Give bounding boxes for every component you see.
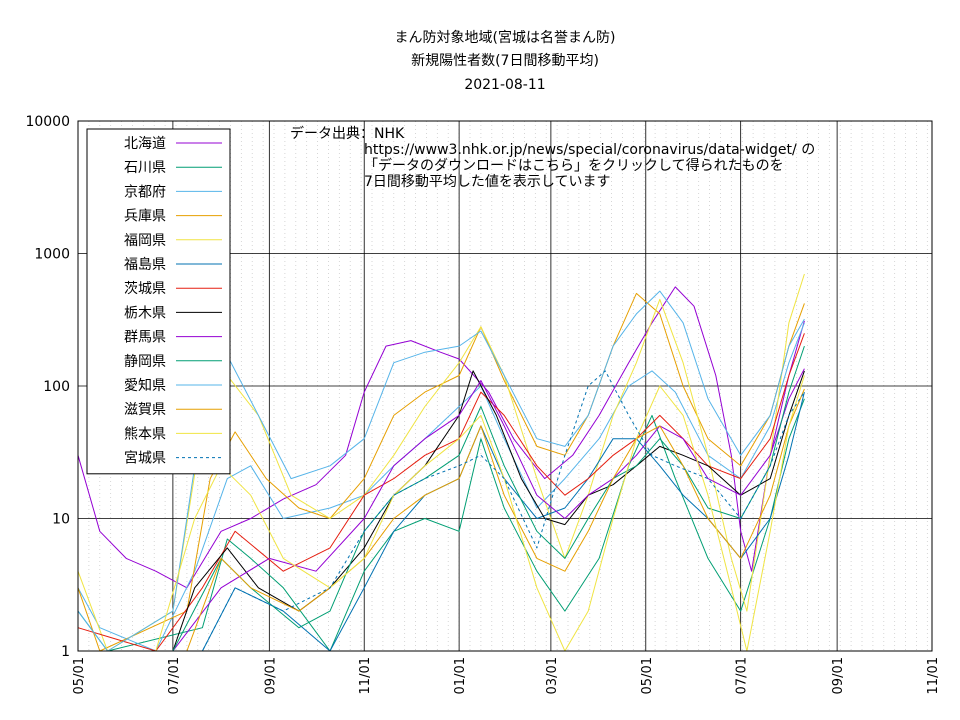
tick-labels: 05/01 07/01 09/01 11/01 01/01 03/01 05/01 07/01…	[25, 114, 941, 694]
legend-label: 兵庫県	[124, 208, 166, 225]
series-line-9	[78, 345, 805, 652]
annotation-line-2: https://www3.nhk.or.jp/news/special/coro…	[364, 142, 815, 158]
y-tick-label: 10000	[25, 114, 70, 130]
series-line-10	[77, 290, 805, 652]
legend-label: 宮城県	[124, 451, 166, 467]
series-line-13	[78, 370, 805, 652]
x-tick-label: 05/01	[640, 657, 655, 694]
legend-label: 北海道	[124, 136, 166, 152]
legend-label: 茨城県	[124, 281, 166, 297]
title-line-1: まん防対象地域(宮城は名誉まん防)	[395, 30, 616, 46]
legend-label: 静岡県	[124, 354, 166, 370]
y-tick-label: 1000	[34, 247, 70, 263]
legend-label: 福島県	[124, 257, 166, 273]
x-tick-label: 01/01	[453, 657, 468, 694]
legend-label: 滋賀県	[124, 402, 166, 418]
annotation-line-3: 「データのダウンロードはこちら」をクリックして得られたものを	[364, 157, 784, 174]
legend-label: 熊本県	[124, 426, 166, 442]
x-tick-label: 05/01	[72, 657, 87, 694]
title-line-2: 新規陽性者数(7日間移動平均)	[411, 53, 599, 69]
annotation-line-4: 7日間移動平均した値を表示しています	[364, 174, 611, 190]
series-line-6	[77, 333, 805, 652]
legend-label: 石川県	[124, 160, 166, 176]
series-line-0	[77, 286, 805, 589]
series-line-1	[77, 398, 805, 652]
annotation: データ出典：NHK https://www3.nhk.or.jp/news/sp…	[290, 125, 815, 190]
y-tick-label: 10	[52, 512, 70, 528]
plot-frame	[77, 120, 933, 652]
series-line-7	[78, 370, 805, 652]
legend-label: 福岡県	[124, 233, 166, 249]
x-tick-label: 07/01	[735, 657, 750, 694]
legend-box	[86, 128, 231, 475]
legend: 北海道石川県京都府兵庫県福岡県福島県茨城県栃木県群馬県静岡県愛知県滋賀県熊本県宮…	[86, 128, 231, 475]
x-tick-label: 07/01	[167, 657, 182, 694]
x-tick-label: 11/01	[926, 657, 941, 694]
x-tick-label: 09/01	[263, 657, 278, 694]
x-tick-label: 03/01	[545, 657, 560, 694]
annotation-line-1: データ出典：NHK	[290, 125, 405, 142]
x-tick-label: 09/01	[831, 657, 846, 694]
chart-title: まん防対象地域(宮城は名誉まん防) 新規陽性者数(7日間移動平均) 2021-0…	[395, 30, 616, 93]
legend-label: 栃木県	[124, 305, 166, 321]
title-line-3: 2021-08-11	[464, 77, 545, 93]
legend-label: 京都府	[124, 184, 166, 200]
y-tick-label: 100	[43, 379, 70, 395]
series-layer	[77, 273, 805, 652]
series-line-8	[78, 368, 805, 652]
x-tick-label: 11/01	[358, 657, 373, 694]
y-tick-label: 1	[61, 644, 70, 660]
series-line-12	[78, 375, 805, 652]
series-line-11	[78, 388, 805, 652]
legend-label: 群馬県	[124, 330, 166, 346]
legend-label: 愛知県	[124, 377, 166, 394]
